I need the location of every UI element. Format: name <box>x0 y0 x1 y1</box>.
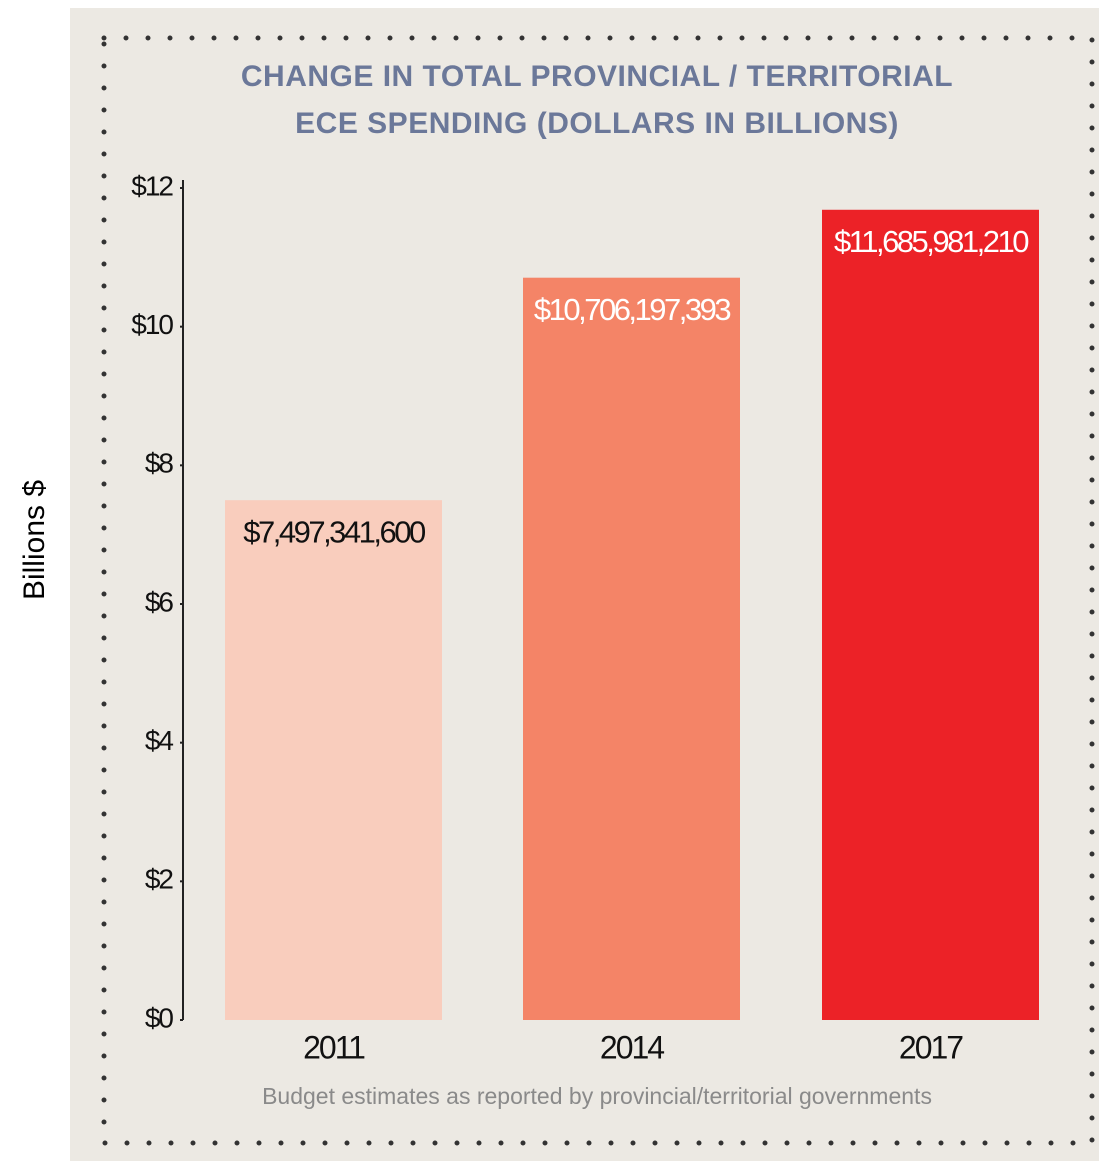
y-axis-label: Billions $ <box>18 480 51 600</box>
y-tick-label: $6 <box>145 586 174 617</box>
x-tick-label: 2017 <box>899 1029 963 1065</box>
y-tick-label: $10 <box>131 309 173 340</box>
bar <box>523 277 740 1021</box>
bar <box>822 209 1039 1020</box>
x-tick-label: 2011 <box>303 1029 365 1065</box>
dotted-border <box>101 35 1095 1146</box>
y-tick-label: $0 <box>145 1002 174 1033</box>
y-tick-label: $4 <box>145 725 174 756</box>
y-tick-label: $2 <box>145 864 174 895</box>
chart-title: CHANGE IN TOTAL PROVINCIAL / TERRITORIAL <box>241 60 953 93</box>
y-tick-label: $8 <box>145 448 174 479</box>
note: Budget estimates as reported by provinci… <box>262 1083 932 1109</box>
x-tick-label: 2014 <box>600 1029 664 1065</box>
value-label: $10,706,197,393 <box>534 292 730 327</box>
chart-title: ECE SPENDING (DOLLARS IN BILLIONS) <box>295 107 899 140</box>
value-label: $7,497,341,600 <box>243 514 426 549</box>
bar <box>225 500 442 1020</box>
y-tick-label: $12 <box>131 170 173 201</box>
value-label: $11,685,981,210 <box>834 224 1029 259</box>
